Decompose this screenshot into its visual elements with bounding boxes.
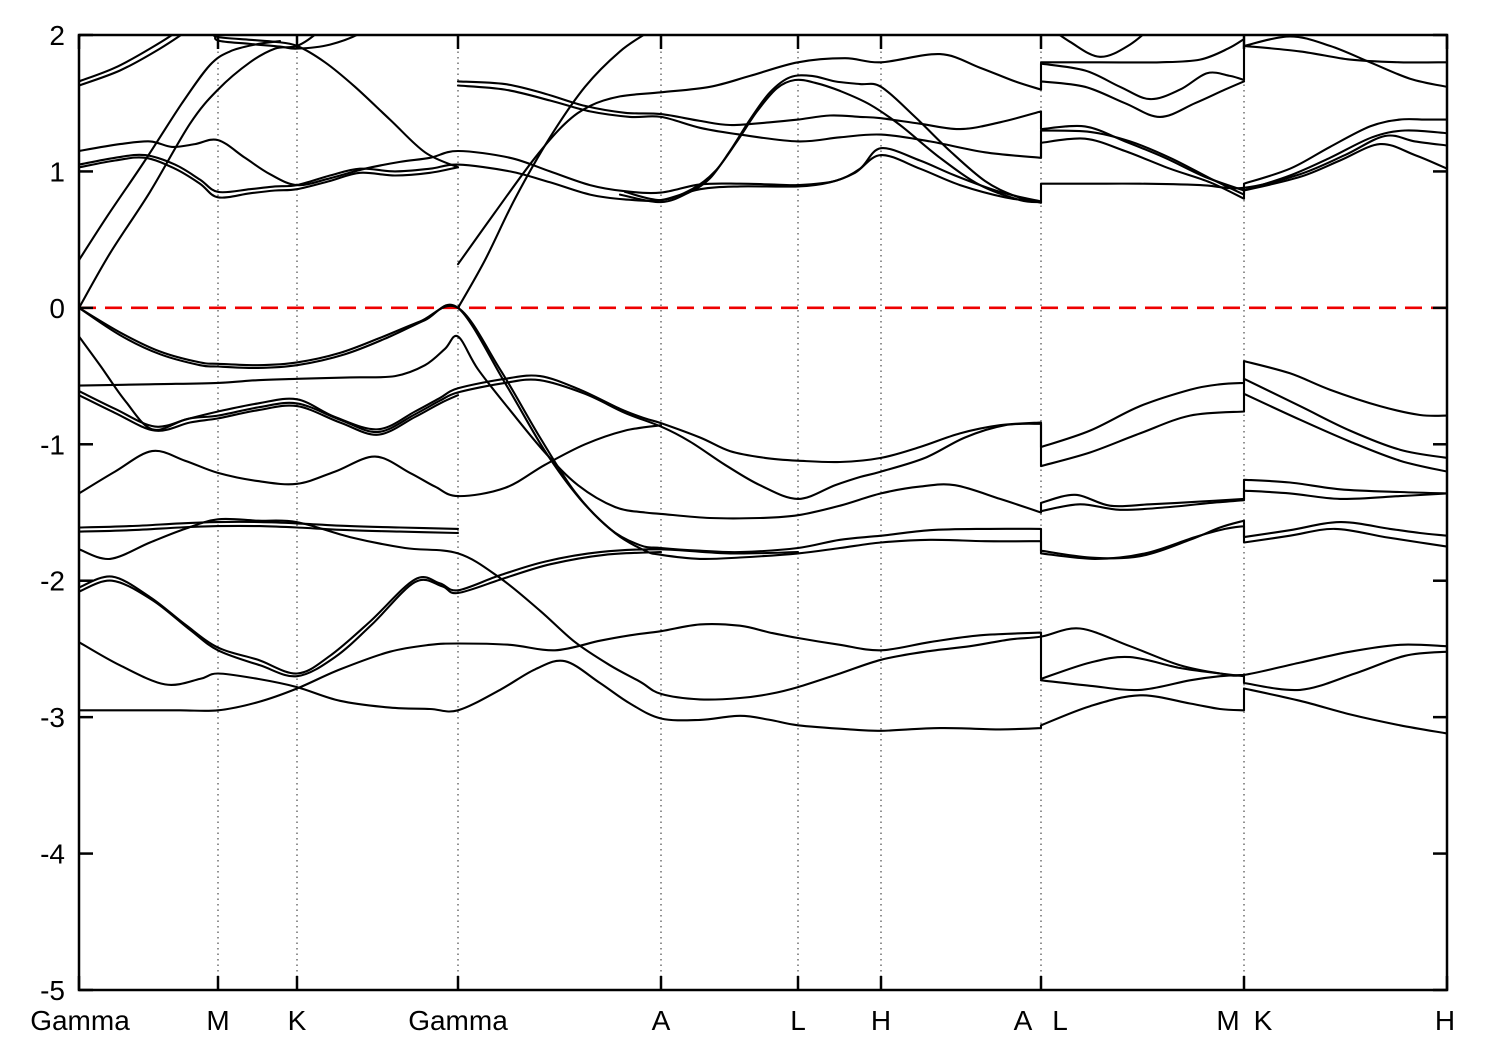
y-axis-tick-label: 1 [49, 156, 65, 187]
plot-frame [77, 33, 1449, 992]
band-21 [1039, 80, 1246, 118]
y-axis-tick-label: -1 [40, 429, 65, 460]
band-24 [79, 334, 1447, 520]
band-35 [79, 641, 1447, 735]
x-axis-kpoint-label: H [871, 1005, 891, 1036]
plot-border [77, 33, 1449, 992]
band-27 [79, 394, 460, 436]
band-26 [79, 377, 1447, 500]
band-15 [79, 156, 460, 199]
band-16 [618, 74, 1447, 204]
x-axis-kpoint-label: M [206, 1005, 229, 1036]
band-29 [79, 424, 663, 498]
band-18 [1039, 129, 1447, 196]
x-axis-kpoint-label: H [1435, 1005, 1455, 1036]
band-32 [79, 517, 1447, 701]
band-05 [79, 35, 317, 309]
band-31 [79, 524, 460, 535]
band-08 [456, 35, 646, 309]
x-axis-kpoint-label: A [652, 1005, 671, 1036]
band-09 [456, 35, 1447, 266]
y-axis-tick-label: 0 [49, 293, 65, 324]
band-11 [456, 80, 1447, 192]
band-25 [79, 335, 1447, 464]
y-axis-tick-label: -5 [40, 975, 65, 1006]
band-38 [1039, 478, 1447, 513]
y-axis-tick-label: 2 [49, 20, 65, 51]
band-17 [623, 78, 1043, 204]
band-03 [212, 35, 460, 169]
x-axis-kpoint-label: Gamma [408, 1005, 508, 1036]
x-axis-kpoint-label: Gamma [30, 1005, 130, 1036]
x-axis-kpoint-label: L [790, 1005, 806, 1036]
band-22 [79, 304, 1447, 560]
band-01 [79, 35, 174, 83]
band-30 [79, 520, 460, 530]
band-06 [79, 40, 282, 262]
y-axis-tick-label: -2 [40, 566, 65, 597]
band-37 [1039, 673, 1246, 692]
axis-ticks [77, 33, 1449, 992]
band-lines [79, 35, 1447, 735]
x-axis-kpoint-label: M [1216, 1005, 1239, 1036]
x-axis-kpoint-label: K [1254, 1005, 1273, 1036]
band-10 [1242, 44, 1447, 64]
band-36 [79, 622, 1447, 712]
gridlines [217, 35, 1245, 990]
y-axis-tick-label: -3 [40, 702, 65, 733]
band-20 [1057, 35, 1145, 58]
band-14 [79, 153, 1043, 204]
x-axis-kpoint-label: A [1014, 1005, 1033, 1036]
x-axis-kpoint-label: K [288, 1005, 307, 1036]
x-axis-kpoint-label: L [1052, 1005, 1068, 1036]
y-axis-tick-label: -4 [40, 839, 65, 870]
band-33 [79, 548, 800, 675]
band-23 [79, 303, 1447, 561]
band-34 [79, 551, 663, 678]
band-19 [1039, 38, 1246, 64]
band-28 [1242, 392, 1447, 473]
band-02 [79, 35, 183, 87]
band-04 [214, 35, 360, 50]
